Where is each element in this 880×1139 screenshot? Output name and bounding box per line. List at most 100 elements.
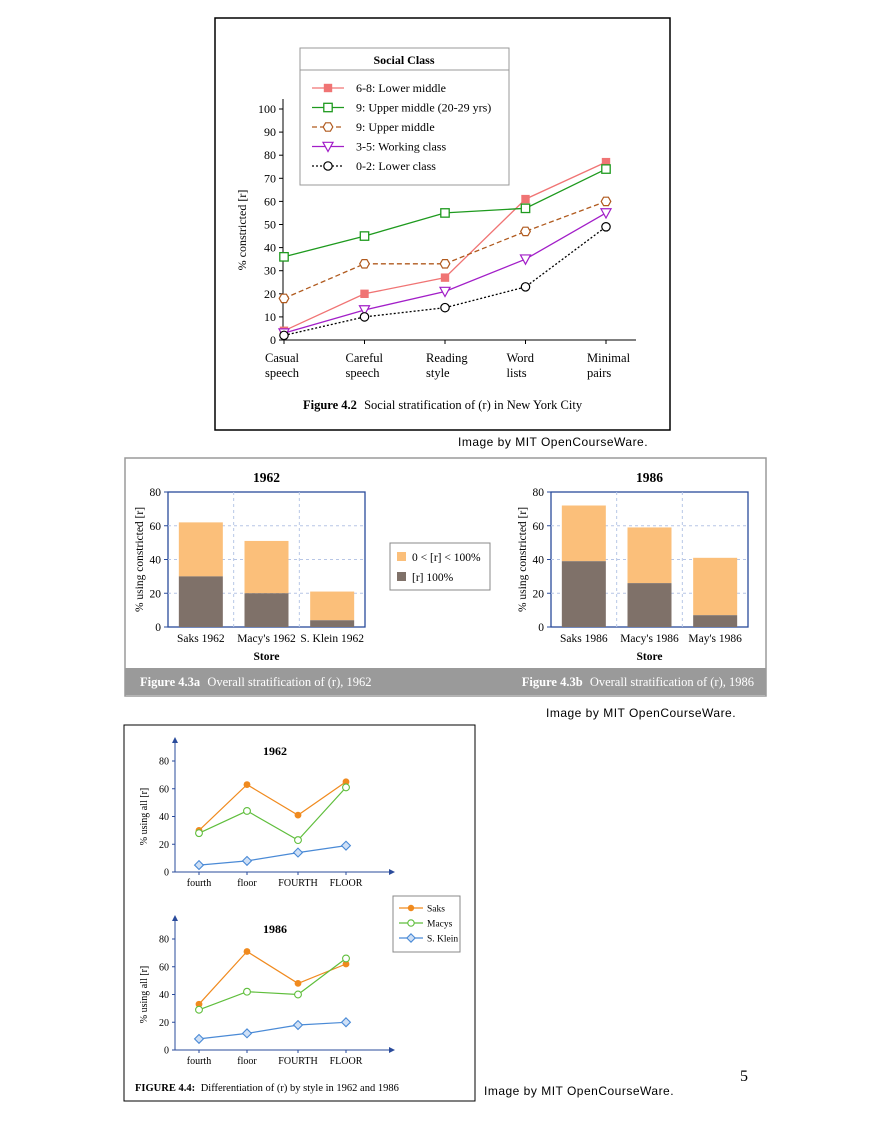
legend-label: S. Klein: [427, 935, 458, 945]
legend-box: [392, 895, 461, 953]
y-axis-arrow: [172, 737, 178, 743]
x-tick-label: Careful: [346, 351, 384, 365]
marker-diamond: [292, 1019, 304, 1031]
marker-open-square: [601, 164, 611, 174]
figure-4-3: 1962 0 20 40 60 80 Saks 1962 Macy's 1962 S. Klei…: [124, 457, 767, 697]
marker-open-square: [279, 251, 289, 262]
marker-ring: [195, 829, 203, 838]
marker-dot: [195, 1000, 203, 1008]
series-line: [198, 781, 347, 831]
y-tick-label: 90: [264, 125, 276, 139]
marker-ring: [342, 954, 350, 963]
series-line: [283, 226, 607, 337]
x-tick-label: May's 1986: [688, 633, 742, 645]
series-0: [195, 948, 350, 1008]
y-tick-label: 0: [538, 622, 544, 634]
bar-partial: [693, 557, 738, 616]
x-tick-label: Minimal: [587, 351, 631, 365]
y-tick-label: 60: [533, 521, 545, 533]
x-axis-arrow: [389, 869, 395, 875]
y-axis-title: % constricted [r]: [235, 190, 249, 271]
y-tick-label: 20: [159, 1018, 169, 1029]
marker-ring: [195, 1005, 203, 1014]
caption-4-3a: Figure 4.3a Overall stratification of (r…: [140, 675, 372, 689]
y-tick-label: 40: [150, 555, 162, 567]
marker-diamond: [241, 855, 253, 867]
marker-ring: [243, 806, 251, 815]
marker-circle: [440, 302, 450, 313]
marker-diamond: [193, 859, 205, 871]
x-tick-label: pairs: [587, 366, 611, 380]
y-tick-label: 10: [264, 310, 276, 324]
chart-title: 1962: [263, 744, 287, 758]
x-tick-label: FLOOR: [330, 878, 363, 889]
bar-partial: [244, 540, 289, 594]
legend-box: [299, 47, 510, 186]
y-tick-label: 60: [159, 962, 169, 973]
x-tick-label: Casual: [265, 351, 300, 365]
marker-diamond: [340, 840, 352, 851]
series-2: [193, 1017, 352, 1045]
chart-1986: 1986 0 20 40 60 80 Saks 1986 Macy's 1986 May's 1…: [517, 470, 749, 663]
chart-1986: 1986 0 20 40 60 80 fourth floor FOURTH FLOOR % usi…: [139, 915, 395, 1067]
chart-title: 1962: [253, 470, 280, 485]
x-ticks: CasualspeechCarefulspeechReadingstyleWor…: [265, 340, 631, 380]
series-1: [195, 783, 350, 845]
marker-square: [440, 273, 450, 282]
legend-swatch-partial: [397, 552, 406, 561]
y-tick-label: 0: [164, 1046, 169, 1057]
y-tick-label: 70: [264, 171, 276, 185]
figure-4-2: % constricted [r] 0 10 20 30 40 50 60 70 80 90 100…: [214, 17, 671, 431]
bar-full: [627, 583, 672, 627]
bar-full: [244, 593, 289, 627]
series: [277, 157, 613, 341]
image-credit: Image by MIT OpenCourseWare.: [484, 1084, 675, 1098]
marker-diamond: [241, 1028, 253, 1039]
bar-partial: [178, 522, 223, 577]
image-credit: Image by MIT OpenCourseWare.: [546, 706, 737, 720]
chart-1962: 1962 0 20 40 60 80 fourth floor FOURTH FLOOR % usi…: [139, 737, 395, 889]
marker-diamond: [292, 847, 304, 858]
y-tick-label: 80: [264, 148, 276, 162]
marker-ring: [407, 919, 415, 927]
y-tick-label: 80: [533, 487, 545, 499]
marker-circle: [279, 330, 289, 341]
y-tick-label: 40: [159, 812, 169, 823]
caption-text: Overall stratification of (r), 1986: [590, 675, 754, 689]
x-tick-label: Word: [507, 351, 535, 365]
marker-open-square: [359, 231, 370, 241]
marker-triangle: [599, 208, 613, 220]
y-tick-label: 40: [533, 555, 545, 567]
legend-title: Social Class: [373, 53, 434, 67]
marker-triangle: [519, 254, 532, 266]
y-tick-label: 60: [150, 521, 162, 533]
x-tick-label: style: [426, 366, 450, 380]
marker-square: [601, 157, 611, 167]
y-axis-title: % constricted [r]: [235, 190, 249, 271]
x-tick-label: speech: [346, 366, 381, 380]
x-tick-label: S. Klein 1962: [300, 633, 364, 645]
series-line: [198, 957, 347, 1011]
legend: Social Class 6-8: Lower middle 9: Upper mi…: [299, 47, 510, 186]
marker-ring: [294, 990, 302, 999]
x-tick-label: Reading: [426, 351, 468, 365]
series-1: [195, 954, 350, 1014]
x-tick-label: Macy's 1962: [237, 633, 296, 645]
x-tick-label: Macy's 1986: [620, 633, 679, 645]
caption-band: [125, 668, 766, 695]
marker-hexagon: [600, 196, 612, 207]
legend-label: 6-8: Lower middle: [356, 81, 446, 95]
marker-dot: [294, 980, 302, 987]
marker-diamond: [193, 1033, 205, 1045]
x-tick-label: speech: [265, 366, 300, 380]
marker-hexagon: [278, 293, 290, 304]
y-axis-arrow: [172, 915, 178, 921]
marker-dot: [243, 948, 251, 955]
bar-full: [693, 615, 738, 627]
x-tick-label: floor: [237, 878, 257, 889]
bar-partial: [627, 527, 672, 584]
series-line: [198, 950, 347, 1005]
legend-label: Saks: [427, 905, 445, 915]
marker-open-square: [323, 102, 333, 113]
marker-dot: [342, 960, 350, 968]
